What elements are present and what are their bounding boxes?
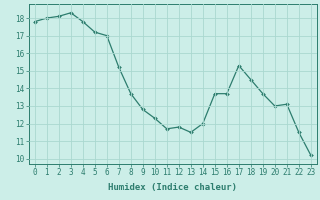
X-axis label: Humidex (Indice chaleur): Humidex (Indice chaleur) bbox=[108, 183, 237, 192]
